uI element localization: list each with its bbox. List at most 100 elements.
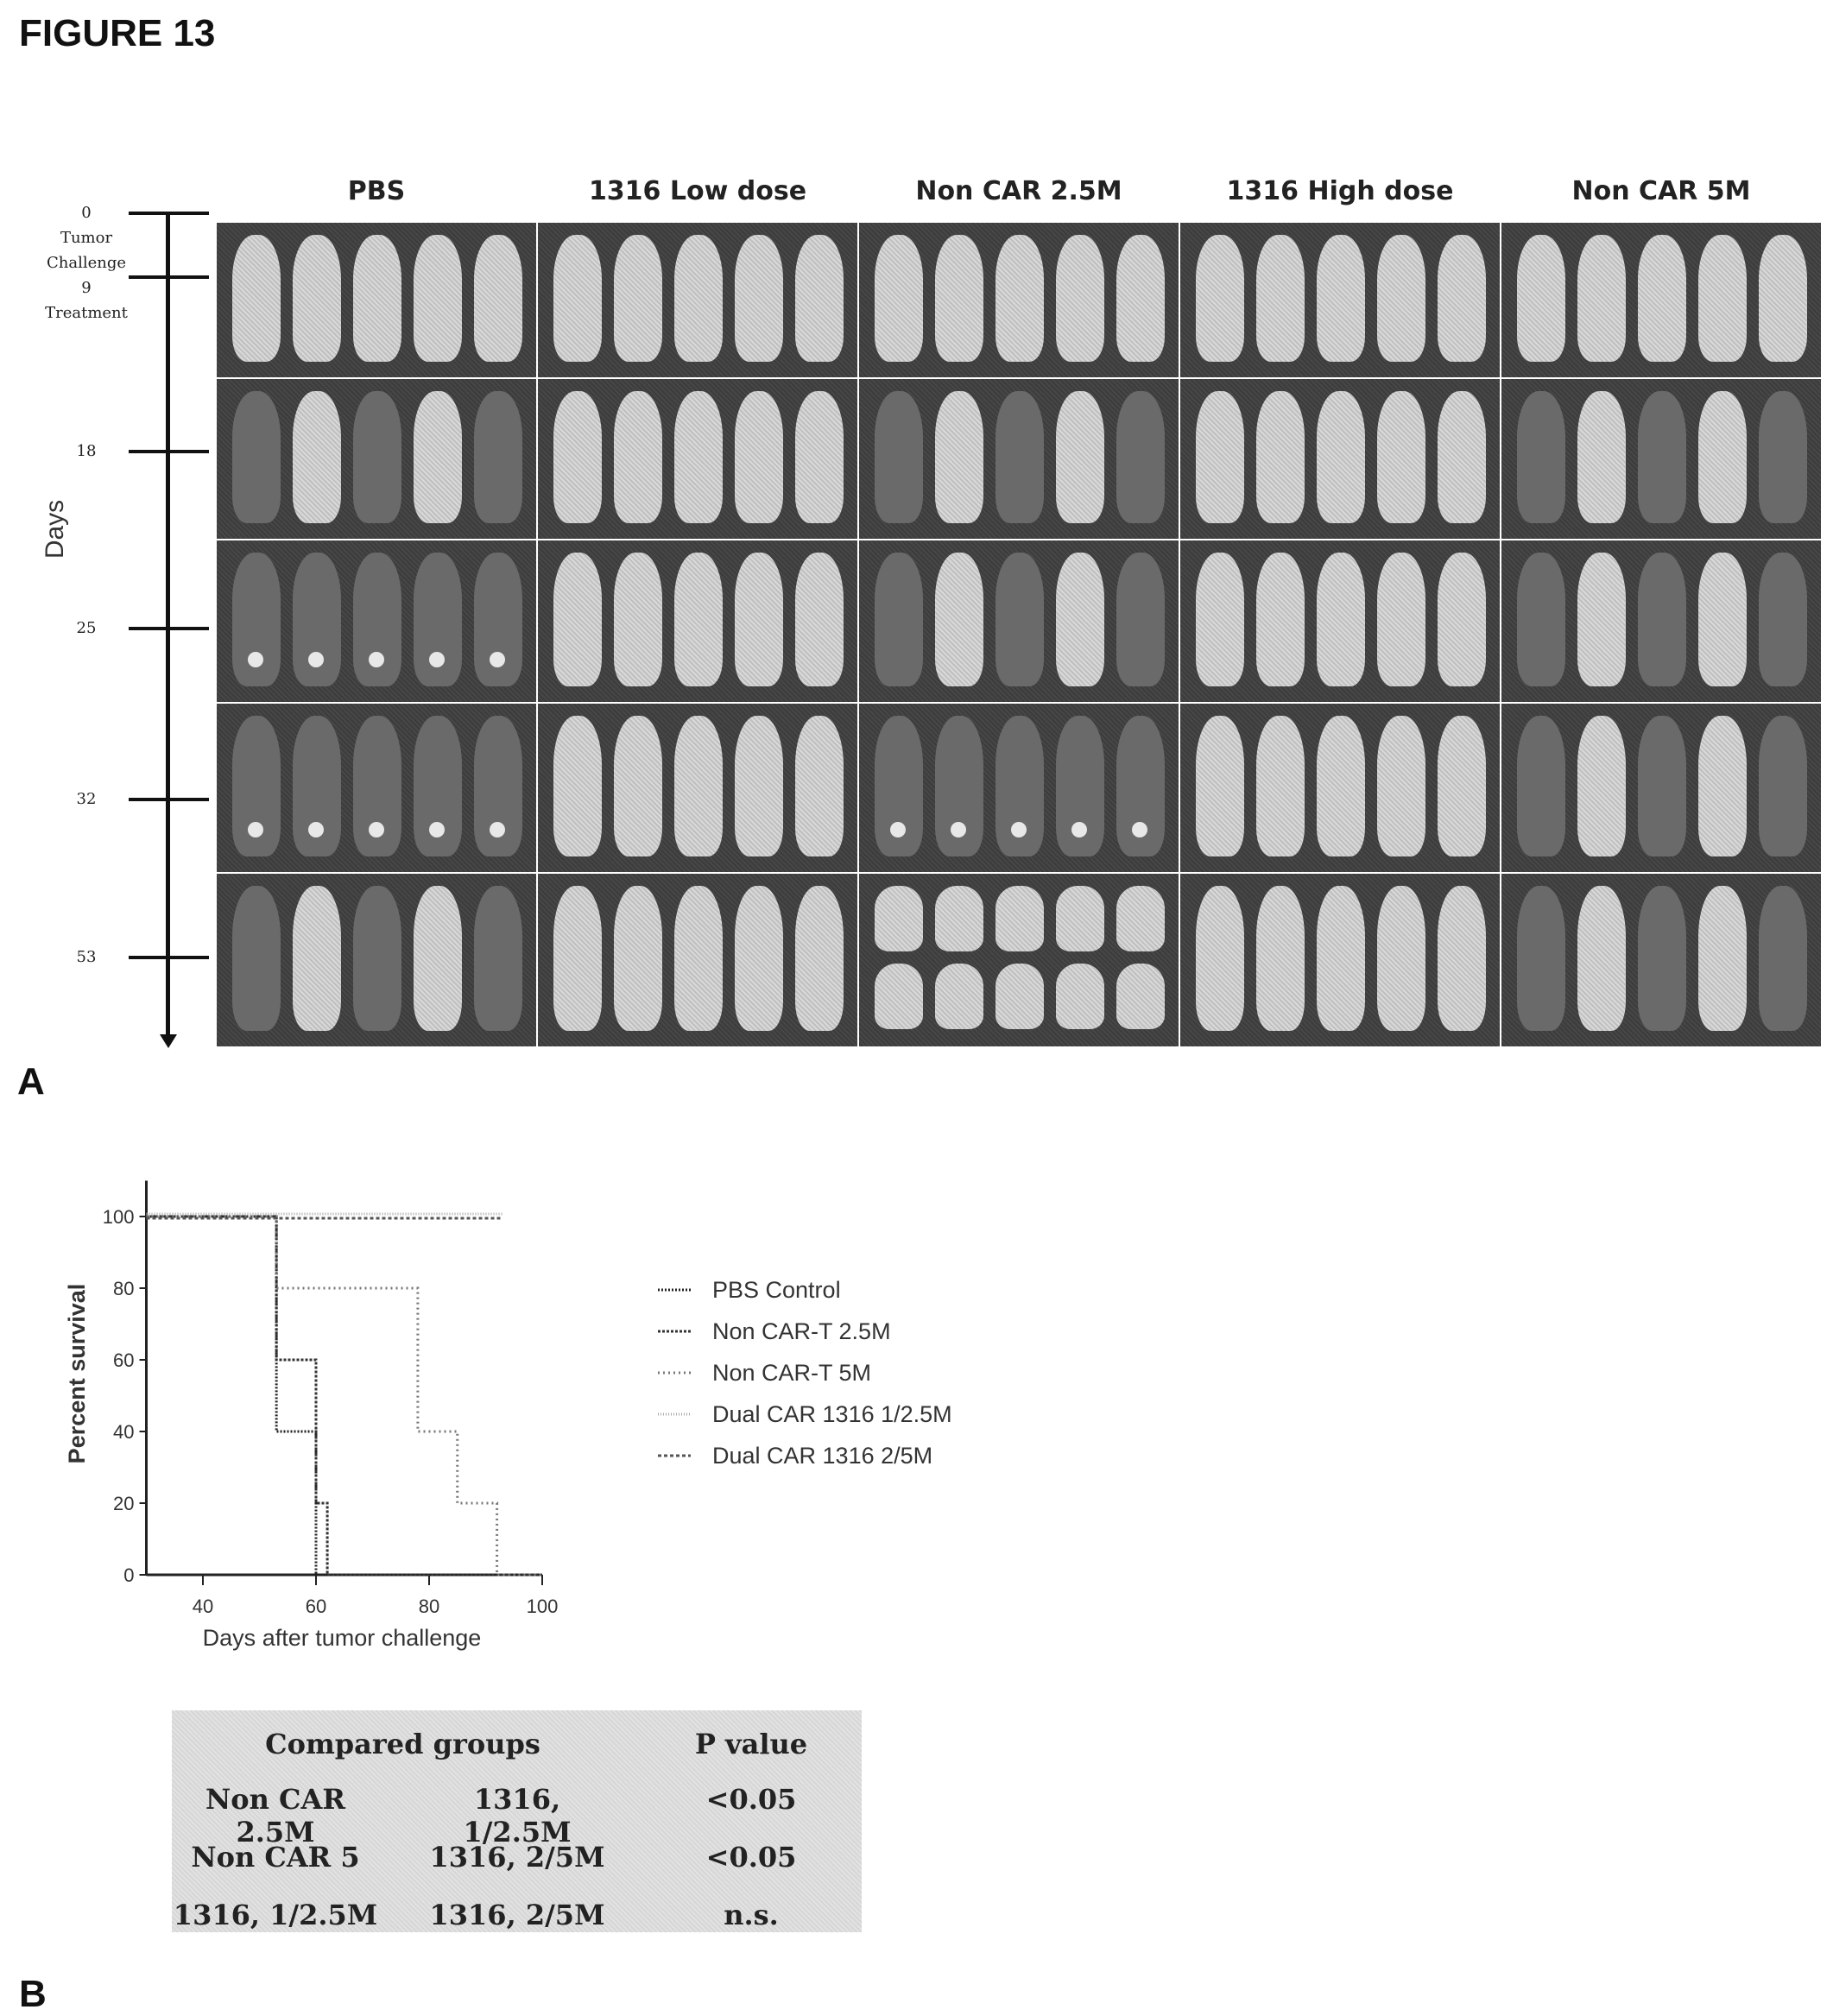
mouse: [414, 716, 462, 856]
tumor-signal-spot: [429, 652, 445, 667]
mouse: [795, 886, 844, 1031]
mouse: [1317, 886, 1365, 1031]
mouse: [1577, 553, 1626, 686]
mouse: [1116, 553, 1165, 686]
time-axis-line: [166, 213, 170, 1038]
mouse-image-panel: [216, 873, 537, 1047]
tick-day-32: [129, 798, 209, 801]
mouse-image-panel: [1179, 873, 1501, 1047]
mouse: [1759, 391, 1807, 523]
mouse: [553, 716, 602, 856]
mouse: [996, 964, 1044, 1029]
mouse: [1256, 235, 1305, 362]
mouse-image-panel: [537, 703, 858, 873]
x-tick-label: 60: [306, 1596, 326, 1617]
mouse: [996, 553, 1044, 686]
mouse: [1056, 391, 1104, 523]
mouse: [614, 235, 662, 362]
mouse: [1577, 235, 1626, 362]
mouse: [996, 716, 1044, 856]
mouse: [1698, 553, 1747, 686]
mouse: [293, 886, 341, 1031]
mouse: [1759, 886, 1807, 1031]
y-tick-label: 40: [113, 1421, 134, 1443]
mouse: [1196, 716, 1244, 856]
mouse-image-panel: [1501, 873, 1822, 1047]
mouse-image-panel: [858, 703, 1179, 873]
tumor-signal-spot: [890, 822, 906, 837]
mouse: [996, 235, 1044, 362]
mouse: [293, 235, 341, 362]
mouse: [1438, 886, 1486, 1031]
cell-group-b: 1316, 1/2.5M: [418, 1783, 616, 1849]
mouse: [353, 235, 401, 362]
mouse: [1698, 391, 1747, 523]
mouse-image-panel: [216, 540, 537, 703]
day-label-9: 9: [35, 279, 138, 297]
mouse: [232, 553, 281, 686]
mouse: [1638, 391, 1686, 523]
cell-group-b: 1316, 2/5M: [418, 1899, 616, 1931]
mouse: [553, 391, 602, 523]
mouse: [674, 886, 723, 1031]
mouse: [1759, 553, 1807, 686]
tumor-signal-spot: [248, 822, 263, 837]
mouse: [1438, 391, 1486, 523]
mouse: [1638, 886, 1686, 1031]
mouse: [614, 886, 662, 1031]
series-line-2: [147, 1217, 543, 1575]
mouse: [1517, 886, 1565, 1031]
mouse: [674, 553, 723, 686]
y-tick-label: 60: [113, 1349, 134, 1371]
mouse-image-panel: [216, 378, 537, 540]
mouse: [795, 716, 844, 856]
mouse: [996, 886, 1044, 951]
mouse: [353, 391, 401, 523]
day-label-tumor: Tumor: [35, 229, 138, 247]
mouse: [1577, 886, 1626, 1031]
mouse: [353, 553, 401, 686]
mouse: [735, 553, 783, 686]
mouse: [293, 553, 341, 686]
mouse: [735, 886, 783, 1031]
mouse: [232, 235, 281, 362]
mouse: [1698, 886, 1747, 1031]
mouse: [1056, 886, 1104, 951]
mouse: [674, 716, 723, 856]
mouse-image-panel: [537, 222, 858, 378]
cell-pvalue: <0.05: [665, 1783, 837, 1816]
tumor-signal-spot: [429, 822, 445, 837]
mouse: [1196, 553, 1244, 686]
mouse: [1317, 391, 1365, 523]
tumor-signal-spot: [369, 652, 384, 667]
days-axis-title: Days: [41, 500, 70, 559]
mouse: [735, 716, 783, 856]
mouse: [414, 235, 462, 362]
mouse: [1438, 716, 1486, 856]
mouse: [935, 886, 983, 951]
mouse: [1759, 716, 1807, 856]
bioluminescence-image-grid: [216, 222, 1822, 1047]
mouse: [474, 716, 522, 856]
column-header-1316-low: 1316 Low dose: [537, 176, 858, 206]
mouse: [1377, 886, 1425, 1031]
tumor-signal-spot: [490, 822, 505, 837]
mouse-image-panel: [216, 703, 537, 873]
tick-day-18: [129, 450, 209, 453]
tumor-signal-spot: [1071, 822, 1087, 837]
mouse: [1256, 391, 1305, 523]
cell-pvalue: n.s.: [665, 1899, 837, 1931]
mouse: [935, 716, 983, 856]
mouse: [1438, 235, 1486, 362]
series-line-0: [147, 1217, 543, 1575]
mouse-image-panel: [537, 873, 858, 1047]
mouse: [875, 716, 923, 856]
mouse-image-panel: [1501, 378, 1822, 540]
day-label-18: 18: [35, 442, 138, 460]
mouse: [232, 716, 281, 856]
column-header-1316-high: 1316 High dose: [1179, 176, 1501, 206]
mouse: [414, 391, 462, 523]
mouse: [1116, 886, 1165, 951]
mouse: [1256, 716, 1305, 856]
mouse: [474, 391, 522, 523]
